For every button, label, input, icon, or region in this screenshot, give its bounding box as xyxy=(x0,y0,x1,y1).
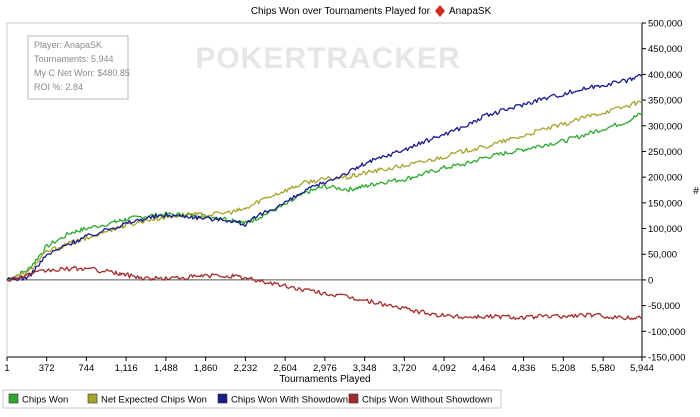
legend-item-without-showdown[interactable]: Chips Won Without Showdown xyxy=(348,393,492,406)
y-tick-label: 100,000 xyxy=(648,224,682,235)
series-line-net-expected-chips-won xyxy=(6,100,643,282)
x-axis-label: Tournaments Played xyxy=(279,374,370,385)
x-tick-label: 1,116 xyxy=(115,363,138,374)
info-net-won: My C Net Won: $480.85 xyxy=(34,68,130,78)
x-tick-label: 1,488 xyxy=(154,363,178,374)
x-tick-label: 4,092 xyxy=(432,363,456,374)
y-tick-label: -50,000 xyxy=(648,301,680,312)
svg-text:Chips Won Without Showdown: Chips Won Without Showdown xyxy=(362,395,492,406)
legend-item-net-expected[interactable]: Net Expected Chips Won xyxy=(87,393,207,406)
series-line-chips-won-with-showdown xyxy=(6,73,643,282)
x-tick-label: 4,836 xyxy=(512,363,536,374)
info-tournaments: Tournaments: 5,944 xyxy=(34,54,114,64)
y-tick-label: 300,000 xyxy=(648,121,682,132)
svg-text:Chips Won With Showdown: Chips Won With Showdown xyxy=(231,395,348,406)
x-tick-label: 4,464 xyxy=(472,363,496,374)
series-lines xyxy=(6,73,643,321)
y-tick-label: 500,000 xyxy=(648,19,682,30)
x-tick-label: 5,580 xyxy=(591,363,615,374)
x-tick-label: 3,720 xyxy=(392,363,416,374)
x-tick-label: 2,604 xyxy=(273,363,297,374)
y-tick-label: 150,000 xyxy=(648,198,682,209)
y-tick-label: 450,000 xyxy=(648,44,682,55)
x-tick-label: 1,860 xyxy=(194,363,218,374)
y-tick-label: 350,000 xyxy=(648,96,682,107)
watermark: POKERTRACKER xyxy=(195,42,460,75)
svg-text:Net Expected Chips Won: Net Expected Chips Won xyxy=(101,395,207,406)
y-tick-label: -150,000 xyxy=(648,353,686,364)
svg-text:Chips Won: Chips Won xyxy=(22,395,68,406)
y-tick-label: 400,000 xyxy=(648,70,682,81)
x-tick-label: 372 xyxy=(39,363,55,374)
y-tick-label: 250,000 xyxy=(648,147,682,158)
x-tick-label: 5,944 xyxy=(630,363,654,374)
x-axis-ticks: 1 372 744 1,116 1,488 1,860 2,232 2,604 2,976 3,3… xyxy=(4,357,654,374)
legend-item-chips-won[interactable]: Chips Won xyxy=(8,393,68,406)
y-axis-ticks: 500,000 450,000 400,000 350,000 300,000 250,0… xyxy=(642,19,686,364)
x-tick-label: 2,232 xyxy=(233,363,257,374)
y-tick-label: 200,000 xyxy=(648,173,682,184)
legend-item-with-showdown[interactable]: Chips Won With Showdown xyxy=(217,393,348,406)
legend: Chips Won Net Expected Chips Won Chips W… xyxy=(2,389,502,409)
series-line-chips-won xyxy=(6,112,643,281)
x-tick-label: 2,976 xyxy=(313,363,337,374)
series-line-chips-won-without-showdown xyxy=(6,265,643,321)
y-axis-label: # xyxy=(693,186,699,197)
x-tick-label: 1 xyxy=(4,363,9,374)
x-tick-label: 3,348 xyxy=(353,363,377,374)
x-tick-label: 744 xyxy=(78,363,94,374)
y-tick-label: 0 xyxy=(648,275,653,286)
y-tick-label: 50,000 xyxy=(648,250,677,261)
info-box: Player: AnapaSK Tournaments: 5,944 My C … xyxy=(27,35,130,100)
info-roi: ROI %: 2.84 xyxy=(34,82,83,92)
x-tick-label: 5,208 xyxy=(551,363,575,374)
info-player: Player: AnapaSK xyxy=(34,40,102,50)
chart-title-player: AnapaSK xyxy=(449,6,492,17)
y-tick-label: -100,000 xyxy=(648,327,686,338)
pokertracker-logo-icon xyxy=(435,5,445,17)
chart-title: Chips Won over Tournaments Played for xyxy=(251,6,431,17)
